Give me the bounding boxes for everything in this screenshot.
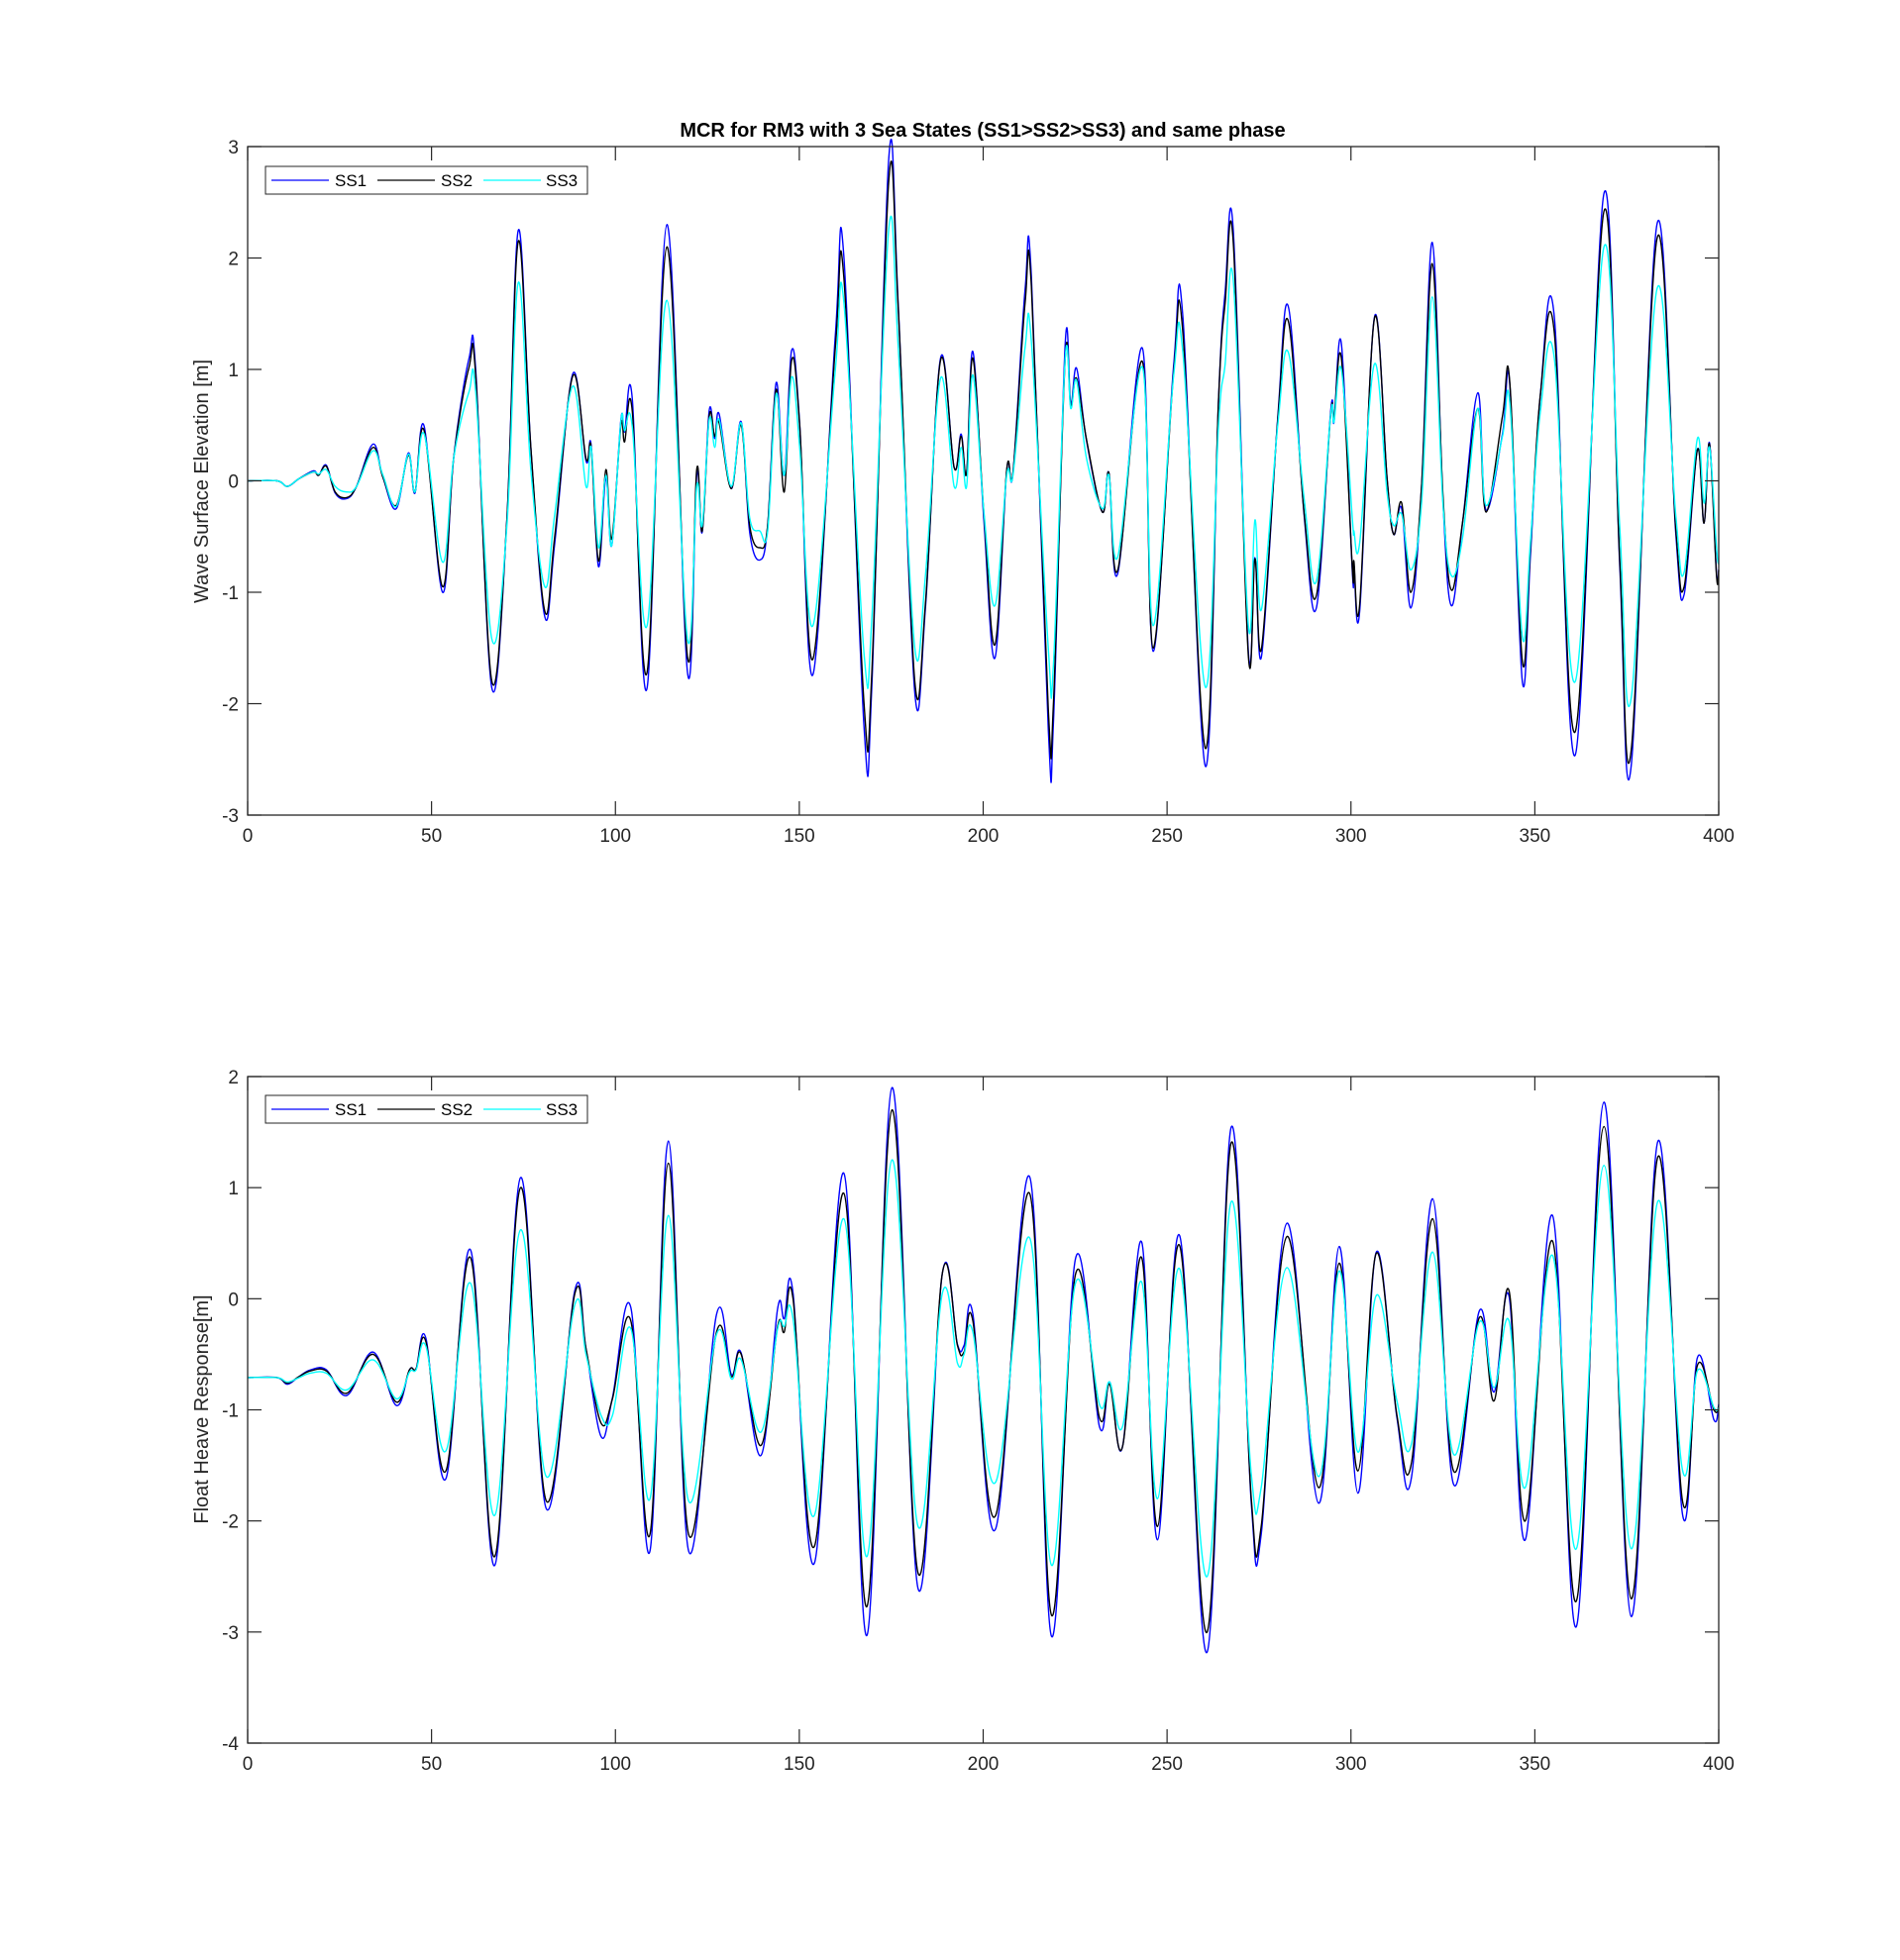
y-tick-label: 0 [228, 472, 239, 493]
series-line-ss2 [247, 160, 1720, 765]
x-tick-label: 250 [1151, 1754, 1183, 1775]
y-tick-label: 1 [228, 1179, 239, 1199]
y-tick-label: -4 [222, 1734, 239, 1755]
x-tick-label: 150 [784, 1754, 815, 1775]
legend-label-ss3: SS3 [546, 171, 578, 190]
x-tick-label: 0 [243, 1754, 254, 1775]
y-tick-label: -3 [222, 806, 239, 827]
y-tick-label: -1 [222, 1401, 239, 1422]
x-tick-label: 50 [421, 826, 442, 847]
axis-ticks: 0 50 100 150 200 250 300 350 400 -3 -2 -1 0 1 2 3 [222, 138, 1735, 847]
x-tick-label: 300 [1335, 826, 1367, 847]
x-tick-label: 350 [1520, 1754, 1551, 1775]
series-line-ss3 [247, 1159, 1720, 1578]
axes-float-heave-response: 0 50 100 150 200 250 300 350 400 -4 -3 -2 -1 0 1 2 Floa… [191, 1068, 1735, 1775]
y-tick-label: -2 [222, 695, 239, 716]
x-tick-label: 100 [599, 826, 631, 847]
legend-label-ss1: SS1 [335, 1100, 367, 1119]
series-layer [247, 1086, 1720, 1653]
series-line-ss2 [247, 1108, 1720, 1633]
x-tick-label: 100 [599, 1754, 631, 1775]
y-tick-label: 3 [228, 138, 239, 158]
x-tick-label: 400 [1703, 1754, 1735, 1775]
legend-label-ss3: SS3 [546, 1100, 578, 1119]
y-axis-label: Float Heave Response[m] [191, 1294, 213, 1523]
series-layer [247, 139, 1720, 783]
x-tick-label: 200 [968, 1754, 1000, 1775]
axes-wave-surface-elevation: MCR for RM3 with 3 Sea States (SS1>SS2>S… [191, 120, 1735, 847]
x-tick-label: 400 [1703, 826, 1735, 847]
legend-label-ss1: SS1 [335, 171, 367, 190]
axis-ticks: 0 50 100 150 200 250 300 350 400 -4 -3 -2 -1 0 1 2 [222, 1068, 1735, 1775]
legend-label-ss2: SS2 [441, 1100, 473, 1119]
y-tick-label: 1 [228, 361, 239, 381]
x-tick-label: 50 [421, 1754, 442, 1775]
legend[interactable]: SS1 SS2 SS3 [264, 165, 588, 195]
y-tick-label: -2 [222, 1512, 239, 1533]
x-tick-label: 350 [1520, 826, 1551, 847]
legend-label-ss2: SS2 [441, 171, 473, 190]
y-tick-label: -3 [222, 1623, 239, 1644]
x-tick-label: 300 [1335, 1754, 1367, 1775]
x-tick-label: 250 [1151, 826, 1183, 847]
x-tick-label: 150 [784, 826, 815, 847]
y-axis-label: Wave Surface Elevation [m] [191, 360, 213, 603]
y-tick-label: 0 [228, 1289, 239, 1310]
x-tick-label: 0 [243, 826, 254, 847]
y-tick-label: -1 [222, 583, 239, 604]
series-line-ss3 [247, 215, 1720, 707]
y-tick-label: 2 [228, 1068, 239, 1088]
y-tick-label: 2 [228, 250, 239, 270]
x-tick-label: 200 [968, 826, 1000, 847]
chart-title: MCR for RM3 with 3 Sea States (SS1>SS2>S… [680, 120, 1285, 142]
legend[interactable]: SS1 SS2 SS3 [264, 1094, 588, 1124]
